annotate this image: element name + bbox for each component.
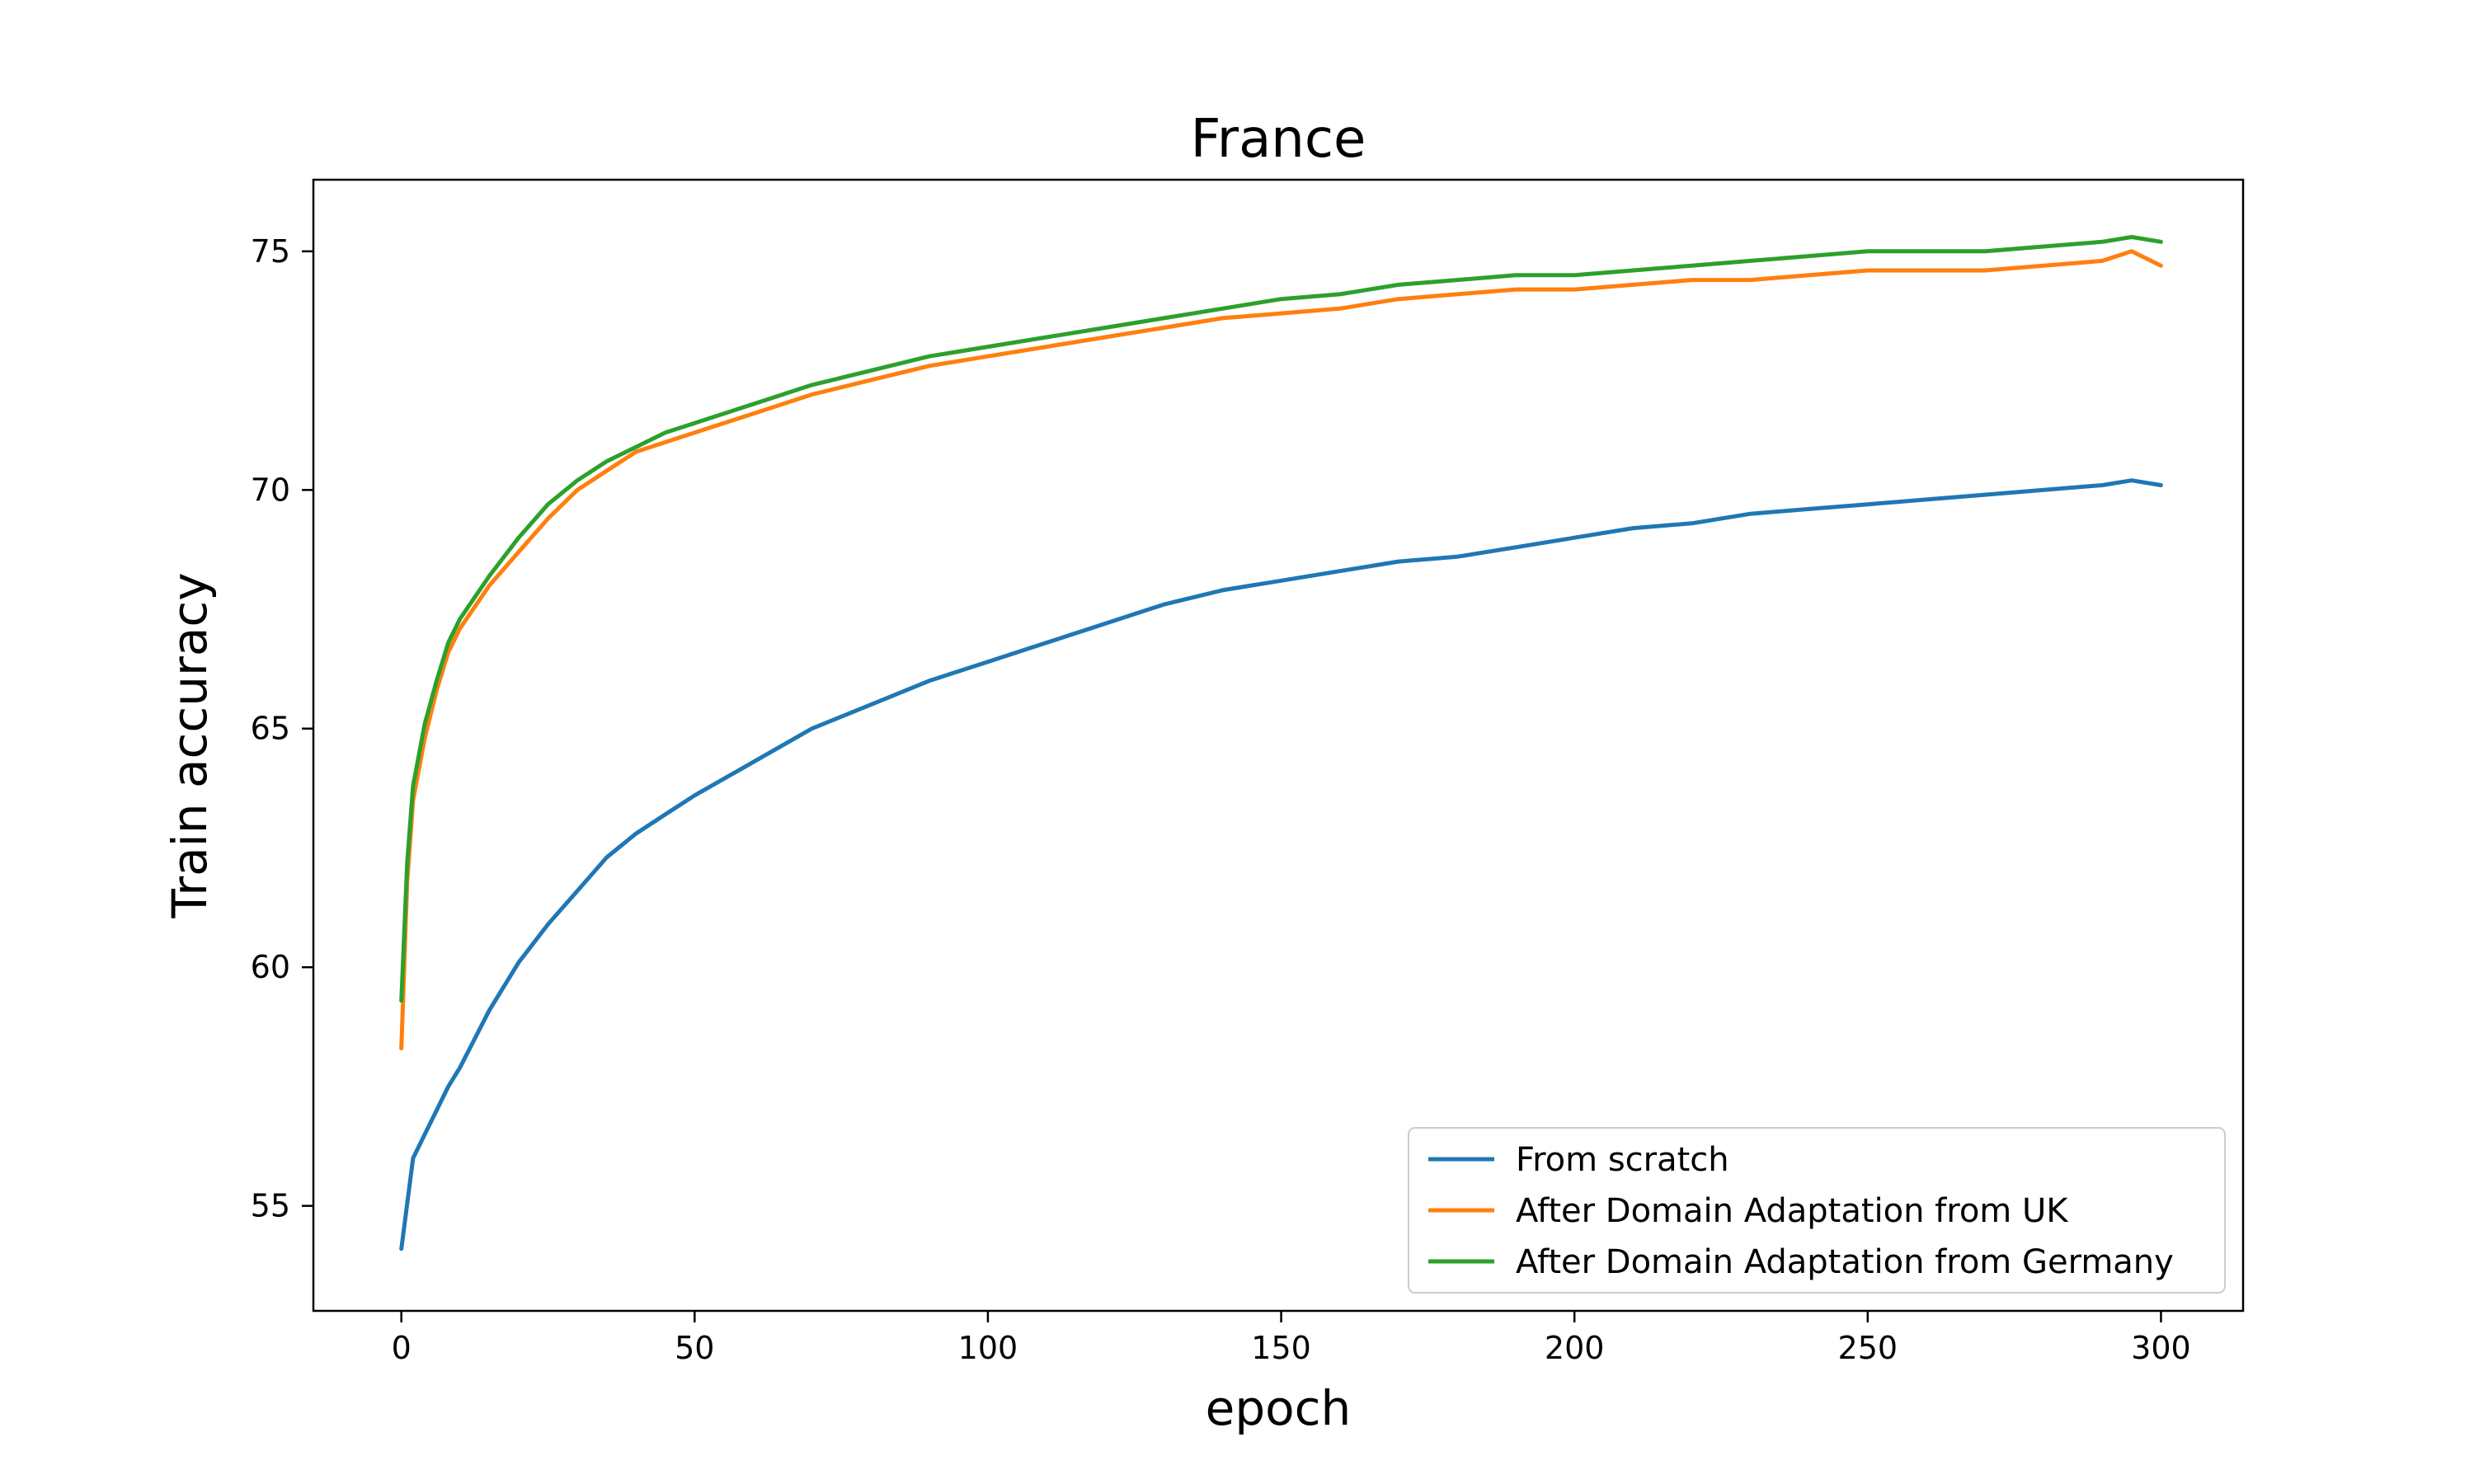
x-tick-label: 50 bbox=[675, 1330, 714, 1366]
series-layer bbox=[399, 235, 2163, 1252]
legend-label-0: From scratch bbox=[1516, 1141, 1729, 1179]
y-tick-label: 70 bbox=[251, 472, 290, 508]
x-tick-label: 100 bbox=[958, 1330, 1018, 1366]
legend: From scratch After Domain Adaptation from… bbox=[1408, 1127, 2226, 1294]
x-tick-label: 300 bbox=[2131, 1330, 2191, 1366]
legend-label-2: After Domain Adaptation from Germany bbox=[1516, 1243, 2174, 1281]
series-line-2 bbox=[399, 235, 2163, 1003]
chart-title: France bbox=[1191, 109, 1366, 170]
x-tick-label: 250 bbox=[1838, 1330, 1898, 1366]
x-tick-label: 200 bbox=[1545, 1330, 1605, 1366]
y-tick-label: 75 bbox=[251, 233, 290, 270]
x-axis-label: epoch bbox=[1206, 1380, 1352, 1436]
y-tick-label: 60 bbox=[251, 949, 290, 985]
y-tick-label: 55 bbox=[251, 1188, 290, 1224]
x-tick-label: 0 bbox=[392, 1330, 412, 1366]
y-tick-label: 65 bbox=[251, 711, 290, 747]
series-line-1 bbox=[399, 249, 2163, 1051]
legend-box bbox=[1408, 1127, 2226, 1294]
x-axis: 0 50 100 150 200 250 300 bbox=[392, 1311, 2191, 1366]
series-line-0 bbox=[399, 478, 2163, 1252]
x-tick-label: 150 bbox=[1251, 1330, 1311, 1366]
plot-area-frame bbox=[312, 178, 2245, 1313]
legend-label-1: After Domain Adaptation from UK bbox=[1516, 1192, 2069, 1230]
y-axis-label: Train accuracy bbox=[162, 572, 218, 918]
y-axis: 55 60 65 70 75 bbox=[251, 233, 313, 1224]
